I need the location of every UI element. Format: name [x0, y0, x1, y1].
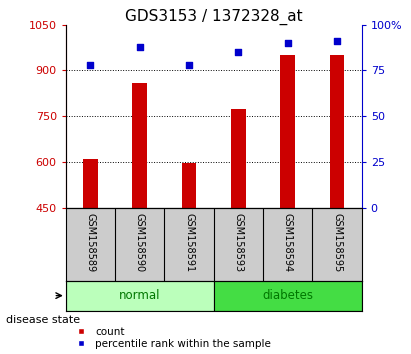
Text: diabetes: diabetes — [262, 289, 313, 302]
Bar — [182, 164, 196, 207]
Bar — [132, 83, 147, 207]
Text: GSM158590: GSM158590 — [135, 213, 145, 273]
Text: GSM158589: GSM158589 — [85, 213, 95, 273]
Text: disease state: disease state — [6, 315, 80, 325]
Point — [186, 62, 192, 68]
Text: GSM158591: GSM158591 — [184, 213, 194, 273]
Title: GDS3153 / 1372328_at: GDS3153 / 1372328_at — [125, 8, 302, 25]
Point — [284, 40, 291, 46]
Legend: count, percentile rank within the sample: count, percentile rank within the sample — [71, 327, 271, 349]
Bar — [214, 281, 362, 310]
Bar — [330, 55, 344, 207]
Text: normal: normal — [119, 289, 160, 302]
Bar — [83, 159, 98, 207]
Bar — [66, 281, 214, 310]
Text: GSM158594: GSM158594 — [283, 213, 293, 273]
Text: GSM158593: GSM158593 — [233, 213, 243, 273]
Point — [136, 44, 143, 50]
Point — [235, 49, 242, 55]
Bar — [280, 55, 295, 207]
Point — [334, 38, 340, 44]
Bar — [231, 109, 246, 207]
Text: GSM158595: GSM158595 — [332, 213, 342, 273]
Point — [87, 62, 94, 68]
